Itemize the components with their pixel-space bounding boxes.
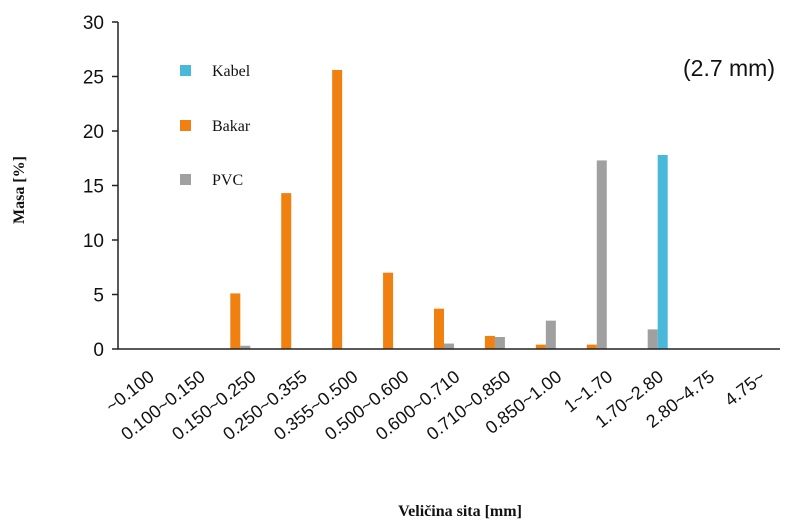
- y-tick-label: 20: [83, 122, 104, 143]
- legend-swatch-pvc: [180, 174, 191, 185]
- x-axis-title: Veličina sita [mm]: [398, 503, 522, 520]
- bar-kabel-10: [657, 154, 668, 349]
- bar-pvc-10: [647, 329, 658, 349]
- bars: [230, 69, 668, 350]
- legend-swatch-bakar: [180, 120, 191, 131]
- bar-pvc-9: [596, 160, 607, 349]
- y-tick-label: 0: [93, 340, 104, 361]
- y-tick-label: 25: [83, 68, 104, 89]
- bar-bakar-7: [484, 335, 495, 349]
- bar-pvc-6: [444, 343, 454, 349]
- bar-bakar-8: [535, 344, 546, 349]
- y-axis: 0 5 10 15 20 25 30: [83, 13, 119, 361]
- bar-bakar-4: [332, 69, 343, 350]
- bar-bakar-6: [434, 308, 444, 349]
- bar-bakar-5: [383, 272, 394, 349]
- bar-bakar-2: [230, 293, 241, 349]
- bar-bakar-3: [281, 193, 292, 349]
- y-tick-label: 5: [93, 286, 104, 307]
- legend-label-kabel: Kabel: [212, 63, 251, 80]
- legend-label-bakar: Bakar: [212, 118, 251, 135]
- x-axis: ~0.1000.100~0.1500.150~0.2500.250~0.3550…: [102, 348, 780, 444]
- y-tick-label: 10: [83, 231, 104, 252]
- bar-pvc-8: [545, 320, 556, 349]
- size-annotation: (2.7 mm): [683, 55, 775, 81]
- bar-pvc-2: [240, 345, 251, 349]
- y-axis-title: Masa [%]: [11, 156, 28, 224]
- x-tick-label: 4.75~: [721, 366, 769, 410]
- legend-label-pvc: PVC: [212, 172, 243, 189]
- legend-swatch-kabel: [180, 65, 191, 76]
- bar-bakar-9: [586, 344, 597, 349]
- y-tick-label: 15: [83, 177, 104, 198]
- y-tick-label: 30: [83, 13, 104, 34]
- bar-pvc-7: [494, 337, 505, 349]
- legend: Kabel Bakar PVC: [180, 63, 251, 189]
